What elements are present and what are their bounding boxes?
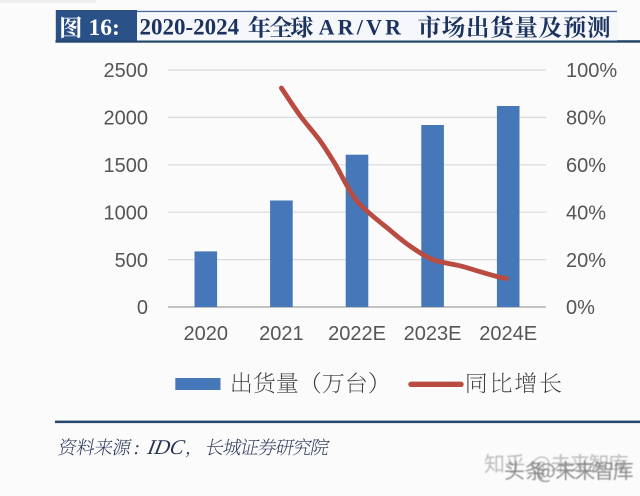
svg-text:60%: 60% [566,155,606,177]
svg-text:2020: 2020 [184,323,229,345]
svg-text:2000: 2000 [104,108,149,130]
svg-text:0: 0 [137,297,148,319]
svg-text:20%: 20% [566,250,606,272]
svg-text:2020-2024: 2020-2024 [140,14,240,39]
svg-text:IDC: IDC [145,435,188,459]
svg-text:16:: 16: [89,15,120,41]
svg-text:AR/VR: AR/VR [319,14,405,39]
svg-text:40%: 40% [566,202,606,224]
svg-text:1000: 1000 [104,202,149,224]
svg-text:2023E: 2023E [404,323,462,345]
svg-text:80%: 80% [566,108,606,130]
svg-text:0%: 0% [566,297,595,319]
svg-text:100%: 100% [566,60,617,82]
svg-text:2500: 2500 [104,60,149,82]
svg-text:2022E: 2022E [328,323,386,345]
svg-text:2021: 2021 [259,323,304,345]
svg-text:1500: 1500 [104,155,149,177]
svg-text:500: 500 [115,250,148,272]
svg-text:2024E: 2024E [479,323,537,345]
